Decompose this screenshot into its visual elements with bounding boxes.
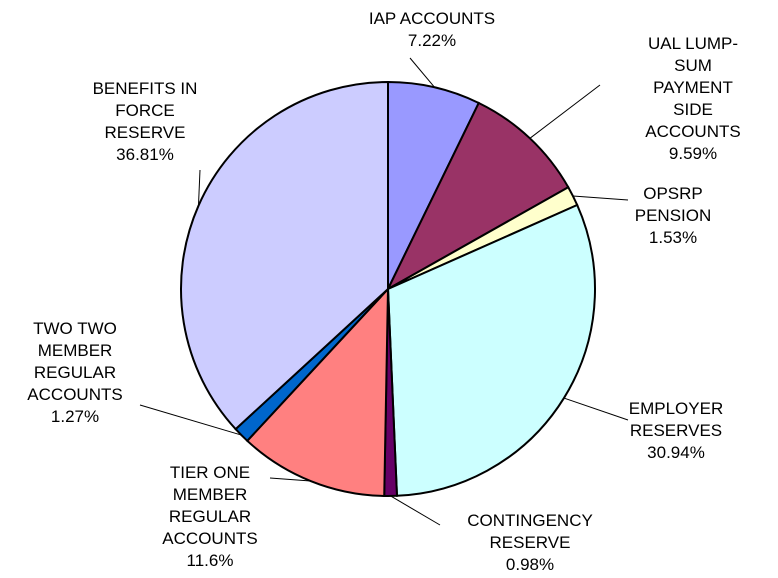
leader-line — [197, 169, 201, 206]
value-label: 30.94% — [647, 443, 705, 462]
pie-slice — [245, 286, 390, 497]
category-label: IAP ACCOUNTS — [368, 9, 496, 28]
leader-line — [269, 477, 311, 482]
leader-line — [139, 404, 242, 436]
slice-label: OPSRP PENSION 1.53% — [635, 183, 712, 249]
leader-line — [572, 195, 629, 201]
category-label: TWO TWO MEMBER REGULAR ACCOUNTS — [27, 319, 123, 404]
slice-label: TIER ONE MEMBER REGULAR ACCOUNTS 11.6% — [162, 462, 257, 572]
value-label: 11.6% — [186, 551, 234, 570]
slice-label: CONTINGENCY RESERVE 0.98% — [467, 510, 593, 576]
pie-slice — [385, 101, 570, 292]
category-label: UAL LUMP-SUM PAYMENT SIDE ACCOUNTS — [645, 34, 741, 141]
pie-slice — [180, 80, 389, 431]
slice-label: BENEFITS IN FORCE RESERVE 36.81% — [93, 78, 198, 166]
value-label: 9.59% — [668, 144, 718, 163]
leader-line — [529, 84, 601, 139]
leader-line — [409, 57, 435, 88]
slice-label: UAL LUMP-SUM PAYMENT SIDE ACCOUNTS 9.59% — [645, 33, 740, 165]
pie-slice — [386, 203, 596, 497]
category-label: BENEFITS IN FORCE RESERVE — [92, 79, 198, 142]
category-label: OPSRP PENSION — [634, 184, 712, 225]
value-label: 1.27% — [50, 407, 100, 426]
value-label: 0.98% — [505, 555, 555, 574]
slice-label: IAP ACCOUNTS 7.22% — [369, 8, 495, 52]
value-label: 1.53% — [648, 228, 698, 247]
leader-line — [563, 397, 629, 421]
category-label: CONTINGENCY RESERVE — [467, 511, 593, 552]
value-label: 36.81% — [116, 145, 174, 164]
value-label: 7.22% — [407, 31, 457, 50]
category-label: TIER ONE MEMBER REGULAR ACCOUNTS — [162, 463, 258, 548]
category-label: EMPLOYER RESERVES — [628, 399, 724, 440]
leader-line — [390, 495, 441, 526]
slice-label: TWO TWO MEMBER REGULAR ACCOUNTS 1.27% — [27, 318, 122, 428]
slice-label: EMPLOYER RESERVES 30.94% — [629, 398, 723, 464]
